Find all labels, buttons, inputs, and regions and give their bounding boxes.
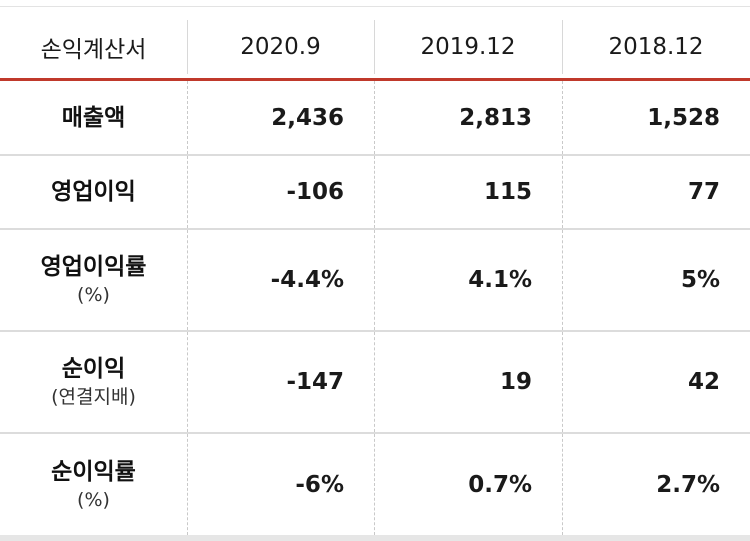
column-divider bbox=[187, 81, 188, 154]
value-2020-9: 2,436 bbox=[271, 104, 344, 131]
header-divider bbox=[562, 20, 563, 74]
column-divider bbox=[187, 156, 188, 228]
header-divider bbox=[187, 20, 188, 74]
value-cell: 2,436 bbox=[187, 81, 374, 154]
table-header: 손익계산서 2020.9 2019.12 2018.12 bbox=[0, 16, 750, 78]
table-row-revenue: 매출액 2,436 2,813 1,528 bbox=[0, 81, 750, 156]
value-cell: 42 bbox=[562, 332, 750, 432]
header-col-2019-12: 2019.12 bbox=[420, 34, 516, 60]
value-2018-12: 77 bbox=[687, 179, 720, 205]
table-body: 매출액 2,436 2,813 1,528 영업이익 -106 115 77 영… bbox=[0, 81, 750, 535]
value-2019-12: 4.1% bbox=[468, 267, 532, 293]
value-cell: -6% bbox=[187, 434, 374, 535]
column-divider bbox=[374, 332, 375, 432]
header-title: 손익계산서 bbox=[40, 37, 147, 63]
row-label-cell: 영업이익 bbox=[0, 156, 187, 228]
column-divider bbox=[562, 332, 563, 432]
column-divider bbox=[374, 156, 375, 228]
row-label: 순이익 bbox=[61, 356, 126, 382]
value-cell: -147 bbox=[187, 332, 374, 432]
value-cell: 4.1% bbox=[374, 230, 562, 330]
value-cell: 2.7% bbox=[562, 434, 750, 535]
value-2020-9: -4.4% bbox=[270, 267, 344, 293]
value-2020-9: -6% bbox=[295, 471, 344, 498]
header-divider bbox=[374, 20, 375, 74]
value-cell: 115 bbox=[374, 156, 562, 228]
value-2018-12: 5% bbox=[680, 267, 720, 293]
column-divider bbox=[374, 434, 375, 535]
table-row-net-margin: 순이익률 (%) -6% 0.7% 2.7% bbox=[0, 434, 750, 535]
value-2018-12: 2.7% bbox=[656, 471, 720, 498]
column-divider bbox=[374, 230, 375, 330]
bottom-divider bbox=[0, 535, 750, 541]
value-2019-12: 2,813 bbox=[459, 104, 532, 131]
column-divider bbox=[562, 156, 563, 228]
value-cell: 77 bbox=[562, 156, 750, 228]
value-2018-12: 42 bbox=[687, 369, 720, 395]
row-label-cell: 영업이익률 (%) bbox=[0, 230, 187, 330]
row-label: 영업이익률 bbox=[40, 254, 147, 280]
row-label-cell: 매출액 bbox=[0, 81, 187, 154]
value-cell: -106 bbox=[187, 156, 374, 228]
row-label: 순이익률 bbox=[51, 458, 136, 485]
value-2020-9: -106 bbox=[286, 179, 344, 205]
row-sublabel: (%) bbox=[77, 284, 110, 306]
column-divider bbox=[562, 230, 563, 330]
table-row-net-income: 순이익 (연결지배) -147 19 42 bbox=[0, 332, 750, 434]
value-2020-9: -147 bbox=[286, 369, 344, 395]
column-divider bbox=[562, 81, 563, 154]
column-divider bbox=[187, 434, 188, 535]
row-sublabel: (연결지배) bbox=[51, 386, 136, 408]
row-label: 매출액 bbox=[61, 104, 126, 131]
table-row-operating-margin: 영업이익률 (%) -4.4% 4.1% 5% bbox=[0, 230, 750, 332]
value-2018-12: 1,528 bbox=[647, 104, 720, 131]
row-label: 영업이익 bbox=[51, 179, 136, 205]
value-2019-12: 19 bbox=[499, 369, 532, 395]
value-cell: 19 bbox=[374, 332, 562, 432]
column-divider bbox=[187, 230, 188, 330]
top-divider bbox=[0, 6, 750, 7]
header-col-2020-9: 2020.9 bbox=[240, 34, 321, 60]
value-2019-12: 0.7% bbox=[468, 471, 532, 498]
row-sublabel: (%) bbox=[77, 488, 110, 511]
column-divider bbox=[374, 81, 375, 154]
table-row-operating-income: 영업이익 -106 115 77 bbox=[0, 156, 750, 230]
value-cell: -4.4% bbox=[187, 230, 374, 330]
row-label-cell: 순이익률 (%) bbox=[0, 434, 187, 535]
column-divider bbox=[187, 332, 188, 432]
value-2019-12: 115 bbox=[483, 179, 532, 205]
value-cell: 0.7% bbox=[374, 434, 562, 535]
header-accent-line bbox=[0, 78, 750, 81]
row-label-cell: 순이익 (연결지배) bbox=[0, 332, 187, 432]
header-col-2018-12: 2018.12 bbox=[608, 34, 704, 60]
value-cell: 1,528 bbox=[562, 81, 750, 154]
value-cell: 2,813 bbox=[374, 81, 562, 154]
value-cell: 5% bbox=[562, 230, 750, 330]
column-divider bbox=[562, 434, 563, 535]
